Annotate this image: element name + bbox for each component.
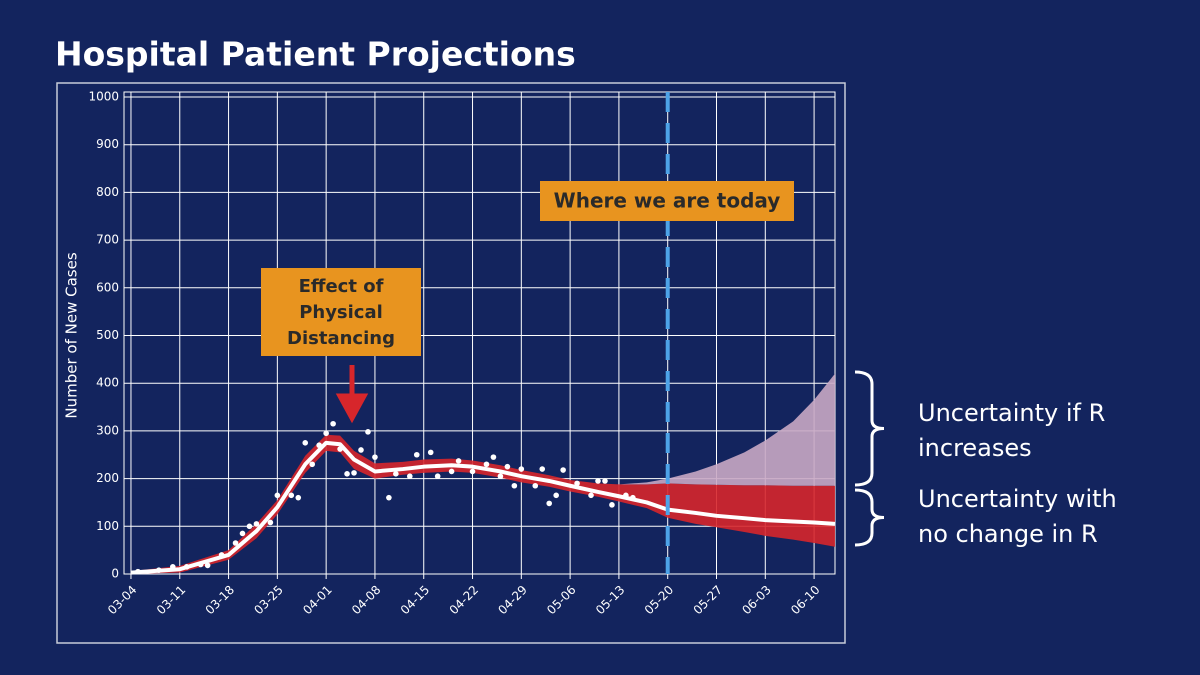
observed-point: [511, 482, 518, 489]
observed-point: [504, 463, 511, 470]
y-tick-label: 500: [96, 328, 119, 342]
y-tick-label: 600: [96, 280, 119, 294]
observed-point: [295, 494, 302, 501]
observed-point: [595, 478, 601, 484]
observed-point: [135, 568, 141, 575]
y-tick-label: 800: [96, 185, 119, 199]
observed-point: [197, 561, 204, 568]
observed-point: [344, 471, 350, 477]
y-tick-label: 700: [96, 233, 119, 247]
observed-point: [372, 454, 378, 460]
observed-point: [448, 468, 455, 475]
distancing-label: Effect of: [299, 276, 384, 297]
observed-point: [302, 440, 309, 446]
observed-point: [539, 466, 546, 472]
observed-point: [267, 519, 274, 526]
projection-line: [130, 440, 836, 575]
distancing-label: Distancing: [287, 328, 395, 349]
y-axis-label: Number of New Cases: [63, 252, 81, 418]
observed-point: [274, 492, 281, 499]
observed-point: [427, 449, 434, 456]
observed-point: [156, 567, 162, 573]
observed-point: [204, 562, 211, 569]
observed-point: [630, 494, 636, 501]
observed-point: [532, 482, 539, 489]
uncertainty-band: [618, 373, 835, 486]
brace: [854, 488, 885, 547]
observed-point: [253, 521, 260, 527]
brace-label: Uncertainty with: [918, 485, 1117, 513]
observed-point: [406, 473, 413, 480]
observed-point: [351, 470, 357, 476]
observed-point: [588, 492, 594, 499]
observed-point: [169, 564, 176, 570]
observed-point: [413, 451, 420, 458]
observed-point: [358, 447, 364, 453]
observed-point: [490, 454, 497, 460]
brace-label: increases: [918, 434, 1032, 462]
observed-point: [239, 530, 246, 537]
observed-point: [560, 467, 566, 473]
observed-point: [434, 473, 441, 480]
brace: [854, 370, 885, 487]
observed-point: [337, 446, 343, 452]
brace-label: no change in R: [918, 520, 1098, 548]
observed-point: [518, 466, 525, 472]
observed-point: [232, 540, 239, 546]
slide-title: Hospital Patient Projections: [55, 35, 576, 74]
observed-point: [365, 429, 371, 435]
distancing-label: Physical: [299, 302, 383, 323]
y-tick-label: 0: [111, 567, 119, 581]
observed-point: [246, 523, 253, 530]
today-label: Where we are today: [554, 189, 781, 213]
observed-point: [553, 492, 559, 499]
chart-frame: [56, 82, 846, 644]
observed-point: [218, 552, 225, 558]
observed-point: [609, 502, 615, 508]
observed-point: [309, 461, 316, 468]
y-tick-label: 200: [96, 471, 119, 485]
y-tick-label: 900: [96, 137, 119, 151]
observed-point: [393, 471, 399, 477]
observed-point: [574, 480, 580, 487]
observed-point: [183, 564, 190, 570]
observed-point: [330, 420, 336, 427]
today-box: [540, 181, 794, 221]
brace-label: Uncertainty if R: [918, 399, 1105, 427]
observed-point: [602, 478, 608, 484]
y-tick-label: 400: [96, 376, 119, 390]
observed-point: [623, 492, 629, 499]
observed-point: [316, 442, 322, 449]
observed-point: [483, 461, 490, 468]
y-tick-label: 300: [96, 423, 119, 437]
observed-point: [323, 430, 329, 437]
observed-point: [497, 473, 504, 480]
observed-point: [469, 468, 476, 475]
observed-point: [288, 492, 295, 499]
arrow: [335, 365, 369, 424]
observed-point: [386, 494, 392, 501]
y-tick-label: 100: [96, 519, 119, 533]
y-tick-label: 1000: [88, 90, 119, 104]
observed-point: [455, 458, 462, 464]
observed-point: [546, 500, 553, 507]
distancing-box: [261, 268, 421, 356]
uncertainty-band: [130, 434, 835, 574]
